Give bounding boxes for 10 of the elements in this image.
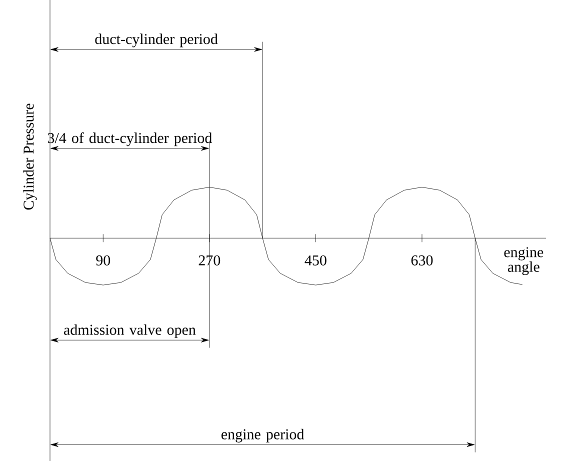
x-tick-label: 450 xyxy=(304,255,326,266)
text: duct-cylinder period xyxy=(95,34,218,48)
x-tick-label: 630 xyxy=(411,255,433,266)
text: 3/4 of duct-cylinder period xyxy=(48,132,212,146)
text: admission valve open xyxy=(64,324,196,338)
text: engine period xyxy=(222,428,304,442)
x-axis-title: engine angle xyxy=(504,247,544,276)
x-tick-label: 270 xyxy=(198,255,220,266)
x-tick-label: 90 xyxy=(96,255,110,266)
y-axis-title: Cylinder Pressure xyxy=(23,104,37,210)
